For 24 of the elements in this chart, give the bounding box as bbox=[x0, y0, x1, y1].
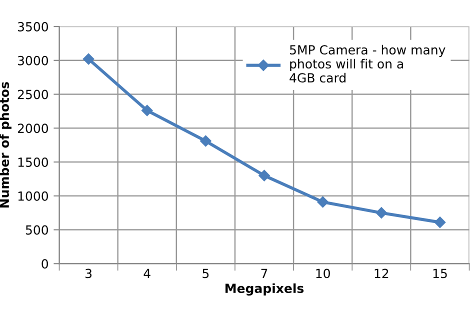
y-tick-label: 500 bbox=[26, 225, 48, 235]
point bbox=[317, 196, 328, 208]
y-tick-label: 1500 bbox=[18, 157, 48, 167]
x-tick-label: 12 bbox=[374, 268, 388, 278]
point bbox=[200, 135, 212, 147]
legend-label: 5MP Camera - how many photos will fit on a 4GB card bbox=[290, 44, 446, 83]
y-tick-label: 2000 bbox=[18, 124, 48, 134]
y-tick-label: 2500 bbox=[18, 90, 48, 100]
point bbox=[82, 53, 94, 65]
point bbox=[142, 104, 153, 116]
x-tick-label: 5 bbox=[202, 268, 209, 278]
point bbox=[376, 207, 388, 218]
x-tick-label: 3 bbox=[86, 268, 92, 278]
point bbox=[258, 170, 270, 182]
y-tick-label: 1000 bbox=[18, 191, 48, 201]
y-tick-label: 3500 bbox=[18, 22, 48, 32]
x-tick-label: 10 bbox=[316, 268, 330, 278]
x-tick-label: 7 bbox=[261, 268, 268, 278]
y-tick-label: 0 bbox=[42, 259, 48, 269]
point bbox=[434, 216, 446, 228]
x-axis-title: Megapixels bbox=[226, 283, 304, 296]
y-tick-label: 3000 bbox=[18, 56, 48, 66]
x-tick-label: 15 bbox=[433, 268, 447, 278]
x-tick-label: 4 bbox=[144, 268, 150, 278]
